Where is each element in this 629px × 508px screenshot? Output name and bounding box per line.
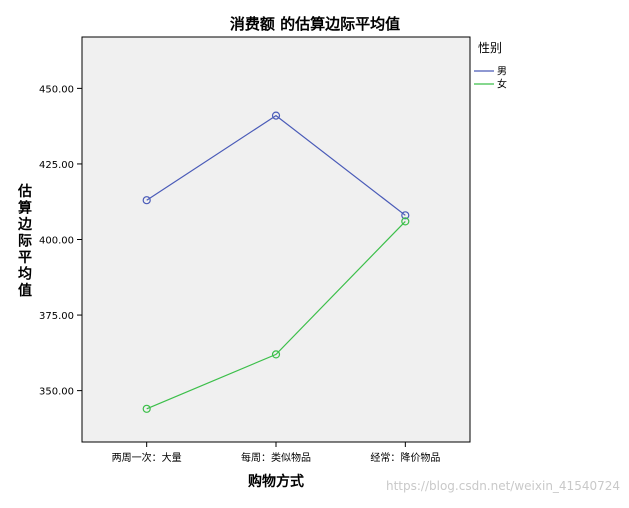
data-point [142,196,151,205]
data-point [271,350,281,359]
data-point [401,211,410,220]
y-tick-label: 375.00 [39,311,74,322]
legend-label: 女 [497,78,507,91]
data-point [401,217,410,226]
y-tick-label: 350.00 [39,387,74,398]
plot-area [81,36,471,443]
y-axis-title-char: 值 [18,282,32,299]
y-axis-title-char: 估 [17,183,32,200]
x-tick-label: 两周一次：大量 [112,451,182,464]
x-tick-label: 每周：类似物品 [241,451,311,464]
y-axis-title-char: 均 [18,266,32,283]
y-axis-title-char: 际 [18,234,32,250]
chart-title: 消费额 的估算边际平均值 [230,15,400,33]
legend-label: 男 [497,66,507,78]
y-tick-label: 400.00 [39,236,74,247]
x-tick-label: 经常：降价物品 [370,451,440,464]
y-tick-label: 425.00 [39,160,74,171]
y-axis-title-char: 平 [18,250,32,266]
data-point [142,404,151,413]
legend-title: 性别 [478,41,502,55]
series-layer [142,111,410,413]
series-line-1 [146,220,406,410]
y-axis-title-char: 算 [18,200,32,217]
y-tick-label: 450.00 [39,84,74,95]
data-point [271,111,281,120]
x-axis: 两周一次：大量 每周：类似物品 经常：降价物品 [112,442,440,464]
x-axis-title: 购物方式 [248,473,304,490]
watermark: https://blog.csdn.net/weixin_41540724 [386,479,620,493]
y-axis: 450.00 425.00 400.00 375.00 350.00 [39,84,82,398]
legend: 性别 男女 [474,41,507,91]
y-axis-title-char: 边 [17,217,33,233]
series-line-0 [146,114,406,216]
y-axis-title: 估算边际平均值 [17,183,33,299]
